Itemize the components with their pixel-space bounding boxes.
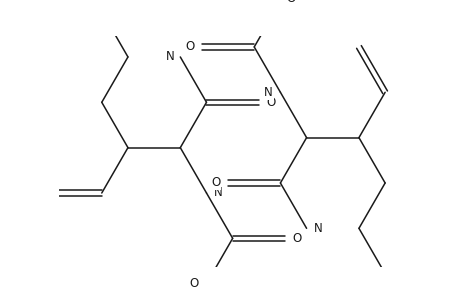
Text: N: N bbox=[313, 222, 322, 235]
Text: O: O bbox=[211, 176, 220, 190]
Text: O: O bbox=[286, 0, 295, 5]
Text: O: O bbox=[266, 96, 275, 109]
Text: O: O bbox=[292, 232, 301, 245]
Text: N: N bbox=[165, 50, 174, 64]
Text: N: N bbox=[263, 86, 272, 99]
Text: N: N bbox=[214, 187, 223, 200]
Text: O: O bbox=[189, 277, 198, 290]
Text: O: O bbox=[185, 40, 194, 53]
